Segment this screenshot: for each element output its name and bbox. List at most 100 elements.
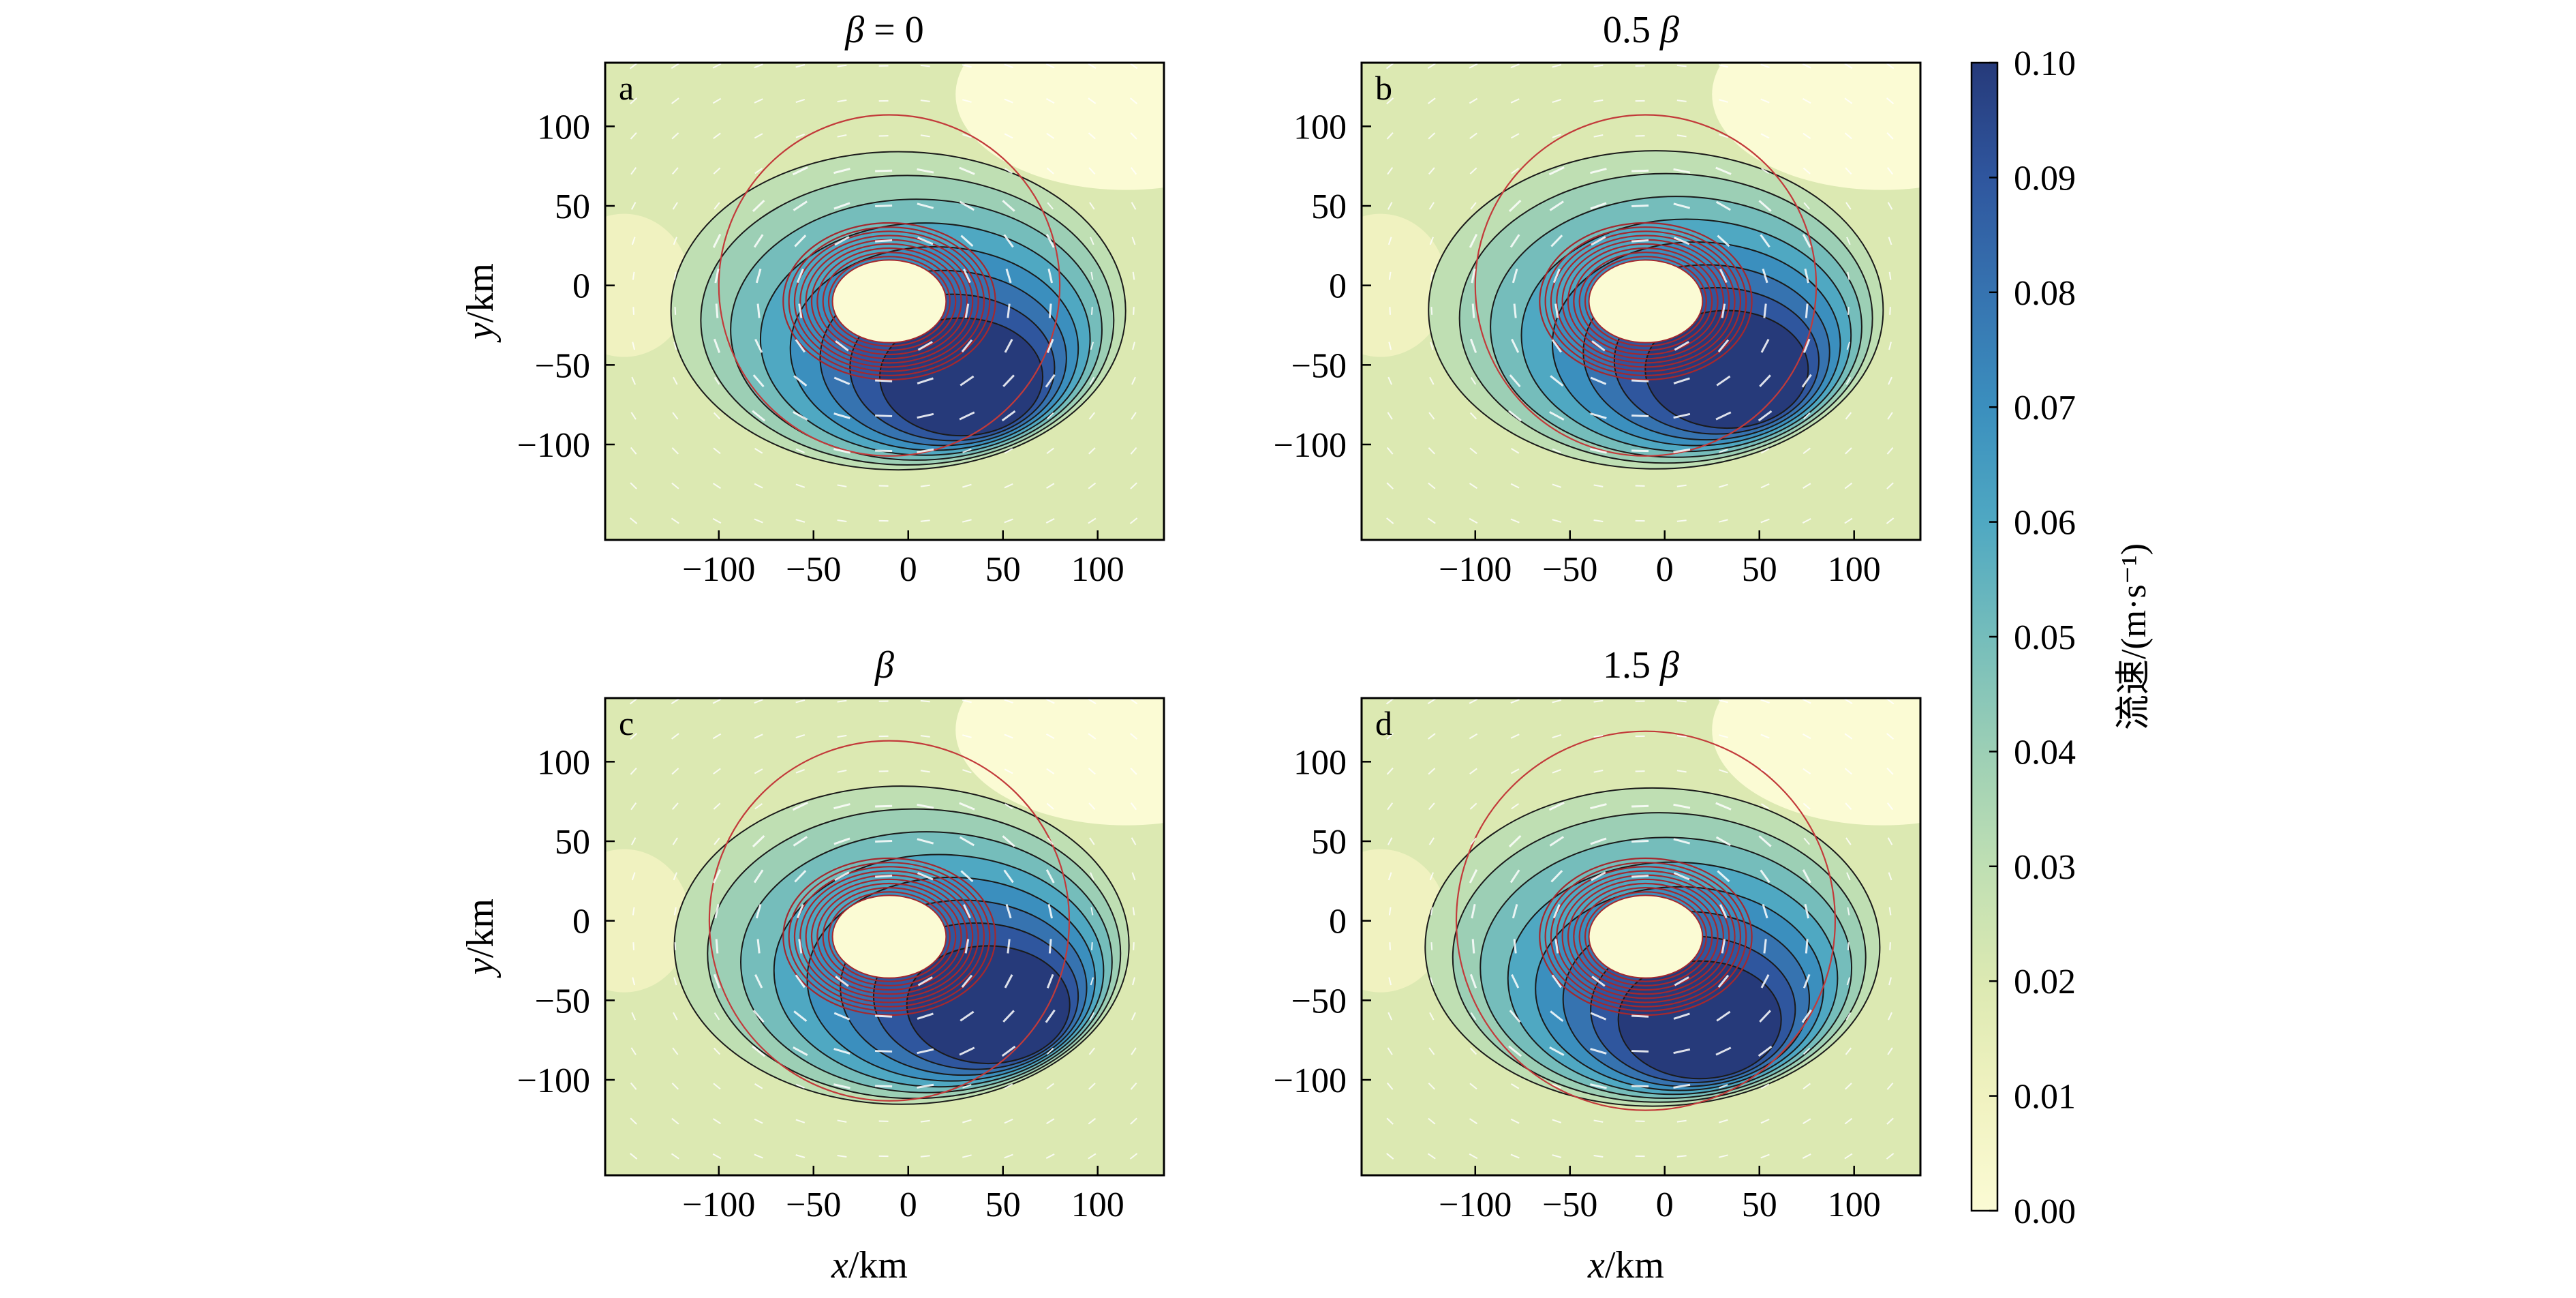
velocity-arrow <box>630 97 638 105</box>
velocity-arrow <box>1590 412 1607 419</box>
velocity-arrow <box>1631 875 1649 878</box>
velocity-arrow <box>1631 379 1649 382</box>
velocity-arrow <box>1469 167 1477 175</box>
velocity-arrow <box>833 1083 850 1089</box>
velocity-arrow <box>671 1117 679 1125</box>
velocity-arrow <box>1428 132 1436 140</box>
velocity-arrow <box>1088 132 1096 140</box>
colorbar-tick-label: 0.04 <box>2014 733 2076 772</box>
velocity-arrow <box>1844 482 1853 489</box>
velocity-arrow <box>1550 235 1563 247</box>
velocity-arrow <box>1803 132 1811 139</box>
velocity-arrow <box>630 412 637 420</box>
velocity-arrow <box>1548 802 1565 811</box>
velocity-arrow <box>1760 518 1770 524</box>
velocity-arrow <box>1430 342 1434 350</box>
velocity-arrow <box>1552 483 1562 488</box>
velocity-arrow <box>630 1047 637 1055</box>
velocity-arrow <box>1002 1010 1015 1023</box>
velocity-arrow <box>672 802 679 811</box>
velocity-arrow <box>1631 1085 1649 1088</box>
x-tick-label: −50 <box>786 550 841 589</box>
velocity-arrow <box>920 1119 930 1123</box>
velocity-arrow <box>673 1012 678 1021</box>
velocity-arrow <box>1470 837 1477 845</box>
velocity-arrow <box>1886 1082 1894 1090</box>
velocity-arrow <box>1048 939 1052 954</box>
velocity-arrow <box>917 412 934 419</box>
velocity-arrow <box>672 167 679 175</box>
velocity-arrow <box>1510 98 1520 104</box>
velocity-arrow <box>630 1117 637 1125</box>
velocity-arrow <box>1674 341 1689 351</box>
vortex-core <box>1588 259 1704 344</box>
velocity-arrow <box>1469 132 1477 139</box>
velocity-arrow <box>1551 339 1562 353</box>
colorbar-tick-label: 0.07 <box>2014 389 2076 427</box>
velocity-arrow <box>754 1153 763 1159</box>
panel-c: −100 −50 0 50 100 100 50 0 −50 −100 c β y/km x/km <box>459 644 1165 1286</box>
velocity-arrow <box>1803 802 1811 810</box>
x-tick-label: 100 <box>1828 1186 1881 1224</box>
speed-contour <box>1617 960 1782 1080</box>
velocity-arrow <box>795 339 806 353</box>
velocity-arrow <box>962 1154 972 1158</box>
velocity-arrow <box>1549 1046 1565 1057</box>
velocity-arrow <box>1511 803 1520 810</box>
velocity-arrow <box>1045 374 1056 388</box>
velocity-arrow <box>1512 904 1518 919</box>
core-streamline <box>1550 866 1742 1008</box>
core-streamline <box>1573 882 1719 991</box>
velocity-arrow <box>1802 234 1811 248</box>
velocity-arrow <box>792 802 808 811</box>
velocity-arrow <box>1131 837 1137 845</box>
velocity-arrow <box>1511 168 1520 175</box>
velocity-arrow <box>795 1083 805 1089</box>
velocity-arrow <box>671 1083 679 1090</box>
velocity-arrow <box>1131 1047 1137 1055</box>
velocity-arrow <box>713 1083 721 1090</box>
velocity-arrow <box>959 166 975 175</box>
velocity-arrow <box>630 1153 638 1160</box>
x-tick-label: −50 <box>1542 550 1597 589</box>
velocity-arrow <box>917 341 933 351</box>
velocity-arrow <box>1511 1083 1520 1089</box>
velocity-arrow <box>1428 97 1436 104</box>
velocity-arrow <box>1047 412 1054 420</box>
velocity-arrow <box>1511 448 1520 454</box>
panel-letter: d <box>1375 704 1392 742</box>
velocity-arrow <box>630 517 638 524</box>
x-tick-label: −50 <box>786 1186 841 1224</box>
velocity-arrow <box>1886 517 1895 524</box>
velocity-arrow <box>1429 1012 1435 1021</box>
velocity-arrow <box>1469 97 1478 104</box>
core-streamline <box>1544 226 1747 376</box>
velocity-arrow <box>673 872 677 881</box>
y-tick-label: 0 <box>572 267 590 306</box>
velocity-arrow <box>1387 202 1393 210</box>
core-streamline <box>788 226 991 376</box>
core-streamline <box>1578 252 1713 351</box>
velocity-arrow <box>1552 768 1561 774</box>
velocity-arrow <box>1803 412 1811 420</box>
velocity-arrow <box>1593 699 1604 703</box>
radius-circle <box>718 114 1061 457</box>
velocity-arrow <box>1469 338 1477 353</box>
velocity-arrow <box>1003 869 1014 884</box>
velocity-arrow <box>835 976 849 987</box>
velocity-arrow <box>917 237 934 245</box>
velocity-arrow <box>1845 167 1852 175</box>
velocity-arrow <box>1428 482 1436 489</box>
velocity-arrow <box>756 303 761 318</box>
panel-a: −100 −50 0 50 100 100 50 0 −50 −100 a β = 0 y/km <box>459 9 1165 589</box>
velocity-arrow <box>1719 1119 1728 1123</box>
y-tick-label: 0 <box>1329 903 1347 941</box>
velocity-arrow <box>1715 166 1732 175</box>
velocity-arrow <box>714 202 720 210</box>
velocity-arrow <box>1673 1083 1691 1089</box>
velocity-arrow <box>1005 168 1013 175</box>
velocity-arrow <box>833 837 850 845</box>
y-tick-label: −50 <box>535 346 590 385</box>
velocity-arrow <box>712 97 722 104</box>
velocity-arrow <box>1844 517 1853 524</box>
